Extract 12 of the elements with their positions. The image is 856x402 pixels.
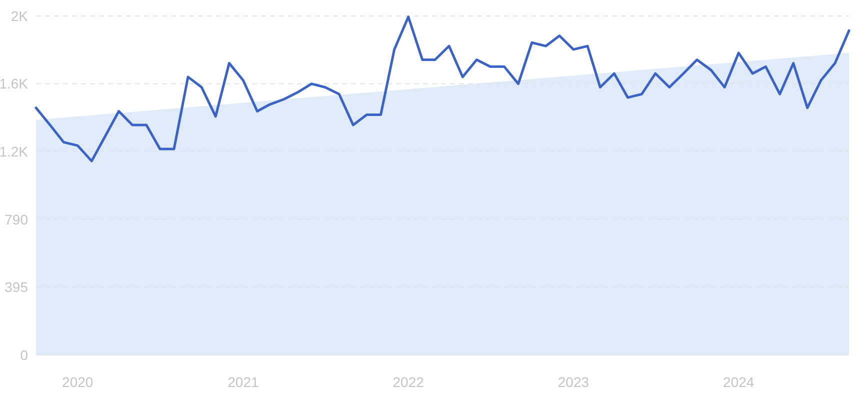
- y-tick-label: 1.2K: [0, 144, 29, 160]
- x-tick-label: 2023: [558, 374, 590, 390]
- y-tick-label: 2K: [10, 8, 29, 24]
- x-tick-label: 2022: [392, 374, 424, 390]
- x-tick-label: 2024: [723, 374, 754, 390]
- x-tick-label: 2020: [62, 374, 94, 390]
- y-tick-label: 0: [20, 346, 28, 363]
- line-series: [34, 16, 850, 162]
- y-tick-label: 790: [4, 211, 28, 228]
- x-tick-label: 2021: [228, 374, 259, 390]
- y-tick-label: 1.6K: [0, 76, 29, 92]
- y-tick-label: 395: [4, 279, 28, 296]
